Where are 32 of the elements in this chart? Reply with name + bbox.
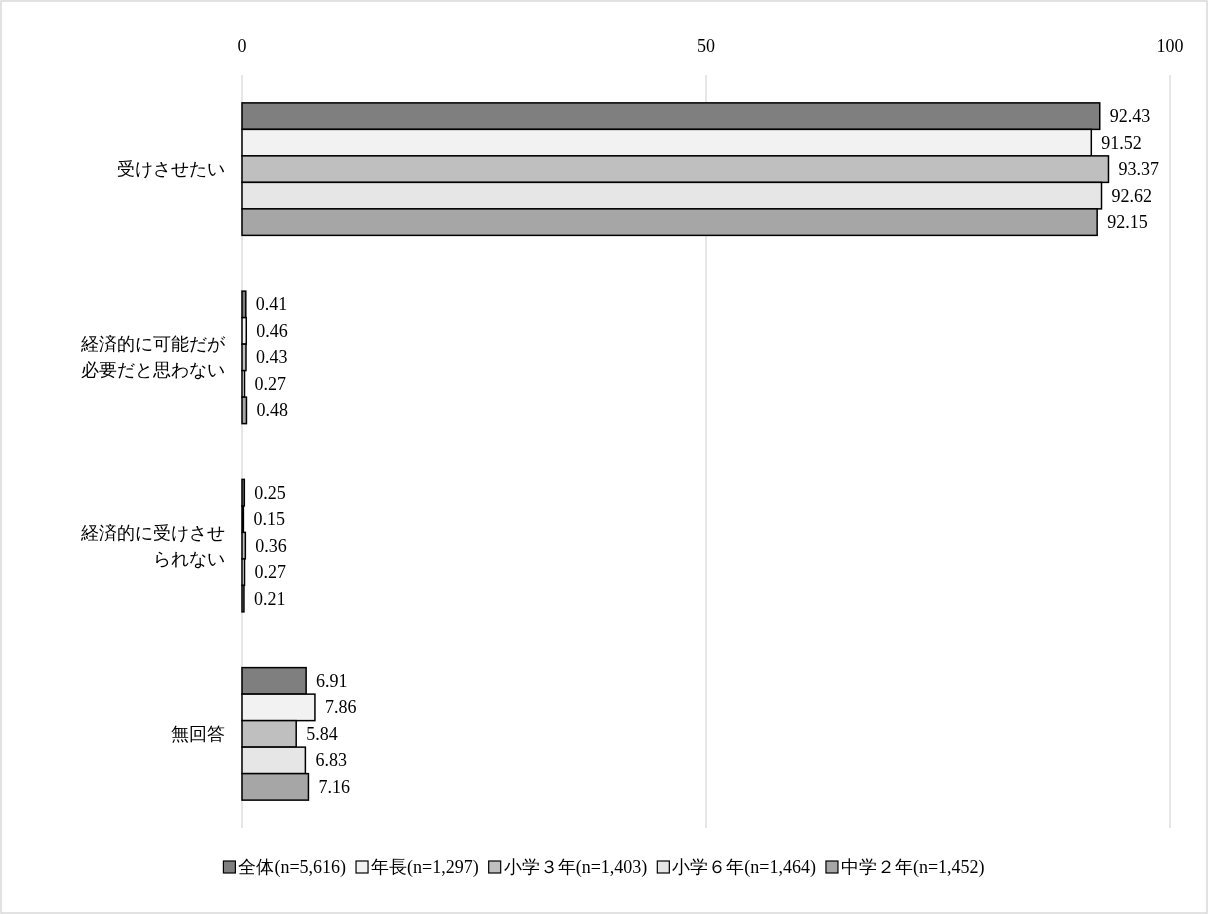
- y-tick-label: 経済的に受けさせられない: [80, 522, 225, 569]
- data-label: 0.43: [255, 347, 288, 368]
- data-label: 92.43: [1109, 106, 1151, 127]
- legend-label: 全体(n=5,616): [238, 857, 347, 878]
- data-label: 0.48: [256, 400, 288, 421]
- data-label: 0.21: [253, 588, 286, 609]
- data-label: 0.36: [255, 535, 287, 556]
- x-tick-label: 100: [1156, 36, 1184, 56]
- data-label: 93.37: [1118, 159, 1159, 180]
- y-tick-label: 受けさせたい: [117, 159, 225, 180]
- y-tick-label: 無回答: [171, 723, 225, 744]
- data-label: 0.25: [254, 482, 286, 503]
- data-label: 92.62: [1111, 185, 1153, 206]
- data-label: 7.16: [318, 776, 350, 797]
- data-label: 0.27: [254, 373, 287, 394]
- x-tick-label: 0: [237, 36, 247, 56]
- data-label: 91.52: [1101, 132, 1142, 153]
- data-label: 6.83: [315, 750, 347, 771]
- data-label: 0.41: [255, 294, 288, 315]
- legend-label: 小学３年(n=1,403): [503, 857, 648, 878]
- legend-label: 中学２年(n=1,452): [840, 857, 985, 878]
- data-label: 7.86: [324, 697, 357, 718]
- legend-label: 年長(n=1,297): [371, 857, 479, 878]
- data-label: 6.91: [316, 670, 348, 691]
- data-label: 0.46: [256, 320, 288, 341]
- y-tick-label: 経済的に可能だが必要だと思わない: [80, 334, 226, 381]
- data-label: 0.15: [253, 509, 285, 530]
- x-tick-label: 50: [697, 36, 715, 56]
- data-label: 92.15: [1107, 212, 1148, 233]
- data-label: 0.27: [254, 562, 287, 583]
- data-label: 5.84: [306, 723, 338, 744]
- legend-label: 小学６年(n=1,464): [672, 857, 816, 878]
